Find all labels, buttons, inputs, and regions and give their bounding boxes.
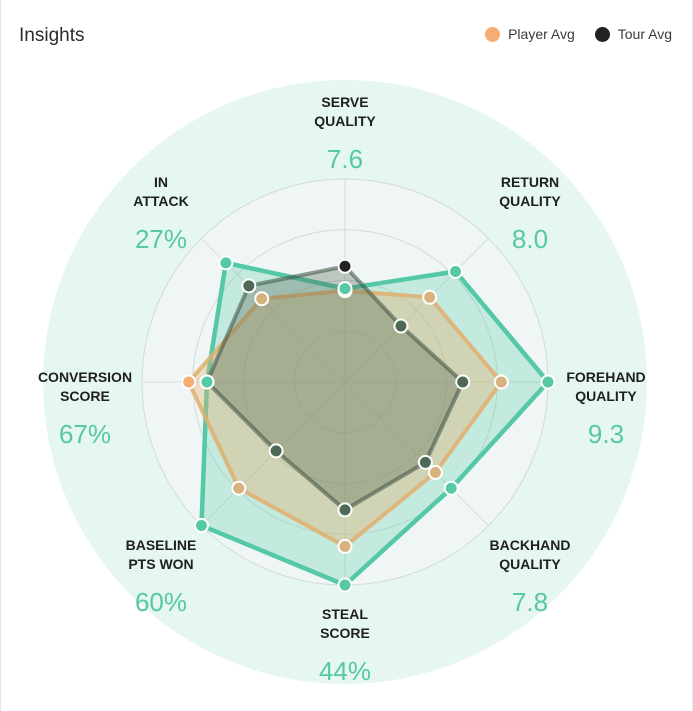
axis-label-8-line-2: ATTACK xyxy=(133,193,188,209)
axis-value-5: 44% xyxy=(319,656,371,686)
axis-value-7: 67% xyxy=(59,419,111,449)
axis-label-6-line-1: BASELINE xyxy=(126,537,197,553)
point-tour-avg-5 xyxy=(337,502,353,518)
legend-item-player-avg[interactable]: Player Avg xyxy=(485,26,575,42)
axis-label-4-line-2: QUALITY xyxy=(499,556,561,572)
point-player-avg-6 xyxy=(231,480,247,496)
point-player-avg-4 xyxy=(427,464,443,480)
legend-label-tour-avg: Tour Avg xyxy=(617,26,672,42)
grid-spoke-2 xyxy=(344,238,489,383)
axis-label-2-line-2: QUALITY xyxy=(499,193,561,209)
axis-value-3: 9.3 xyxy=(588,419,624,449)
point-current-8 xyxy=(218,255,234,271)
point-player-avg-5 xyxy=(337,538,353,554)
point-player-avg-2 xyxy=(422,289,438,305)
point-tour-avg-4 xyxy=(417,454,433,470)
point-player-avg-8 xyxy=(254,291,270,307)
legend-item-tour-avg[interactable]: Tour Avg xyxy=(594,26,672,42)
axis-value-4: 7.8 xyxy=(512,587,548,617)
axis-label-1-line-1: SERVE xyxy=(321,94,368,110)
point-player-avg-7 xyxy=(181,374,197,390)
axis-label-1-line-2: QUALITY xyxy=(314,113,376,129)
point-current-2 xyxy=(448,263,464,279)
point-current-7 xyxy=(199,374,215,390)
point-tour-avg-1 xyxy=(337,258,353,274)
axis-value-8: 27% xyxy=(135,224,187,254)
axis-label-3-line-1: FOREHAND xyxy=(566,369,645,385)
point-tour-avg-6 xyxy=(268,443,284,459)
player-avg-swatch xyxy=(485,26,501,42)
axis-label-5-line-2: SCORE xyxy=(320,625,370,641)
axis-label-4-line-1: BACKHAND xyxy=(490,537,571,553)
axis-label-5-line-1: STEAL xyxy=(322,606,368,622)
axis-label-7-line-2: SCORE xyxy=(60,388,110,404)
axis-label-6-line-2: PTS WON xyxy=(128,556,193,572)
point-current-5 xyxy=(337,577,353,593)
legend-label-player-avg: Player Avg xyxy=(508,26,575,42)
axis-label-3-line-2: QUALITY xyxy=(575,388,637,404)
point-tour-avg-8 xyxy=(241,278,257,294)
point-current-4 xyxy=(443,480,459,496)
axis-label-2-line-1: RETURN xyxy=(501,174,559,190)
point-tour-avg-2 xyxy=(393,318,409,334)
tour-avg-swatch xyxy=(594,26,610,42)
card-title: Insights xyxy=(19,25,85,46)
axis-value-2: 8.0 xyxy=(512,224,548,254)
grid-spoke-4 xyxy=(344,381,489,526)
axis-label-8-line-1: IN xyxy=(154,174,168,190)
point-current-3 xyxy=(540,374,556,390)
point-current-6 xyxy=(193,518,209,534)
axis-label-7-line-1: CONVERSION xyxy=(38,369,132,385)
axis-value-1: 7.6 xyxy=(327,144,363,174)
point-current-1 xyxy=(337,281,353,297)
point-player-avg-3 xyxy=(493,374,509,390)
axis-value-6: 60% xyxy=(135,587,187,617)
point-tour-avg-3 xyxy=(455,374,471,390)
legend: Player Avg Tour Avg xyxy=(485,26,672,42)
